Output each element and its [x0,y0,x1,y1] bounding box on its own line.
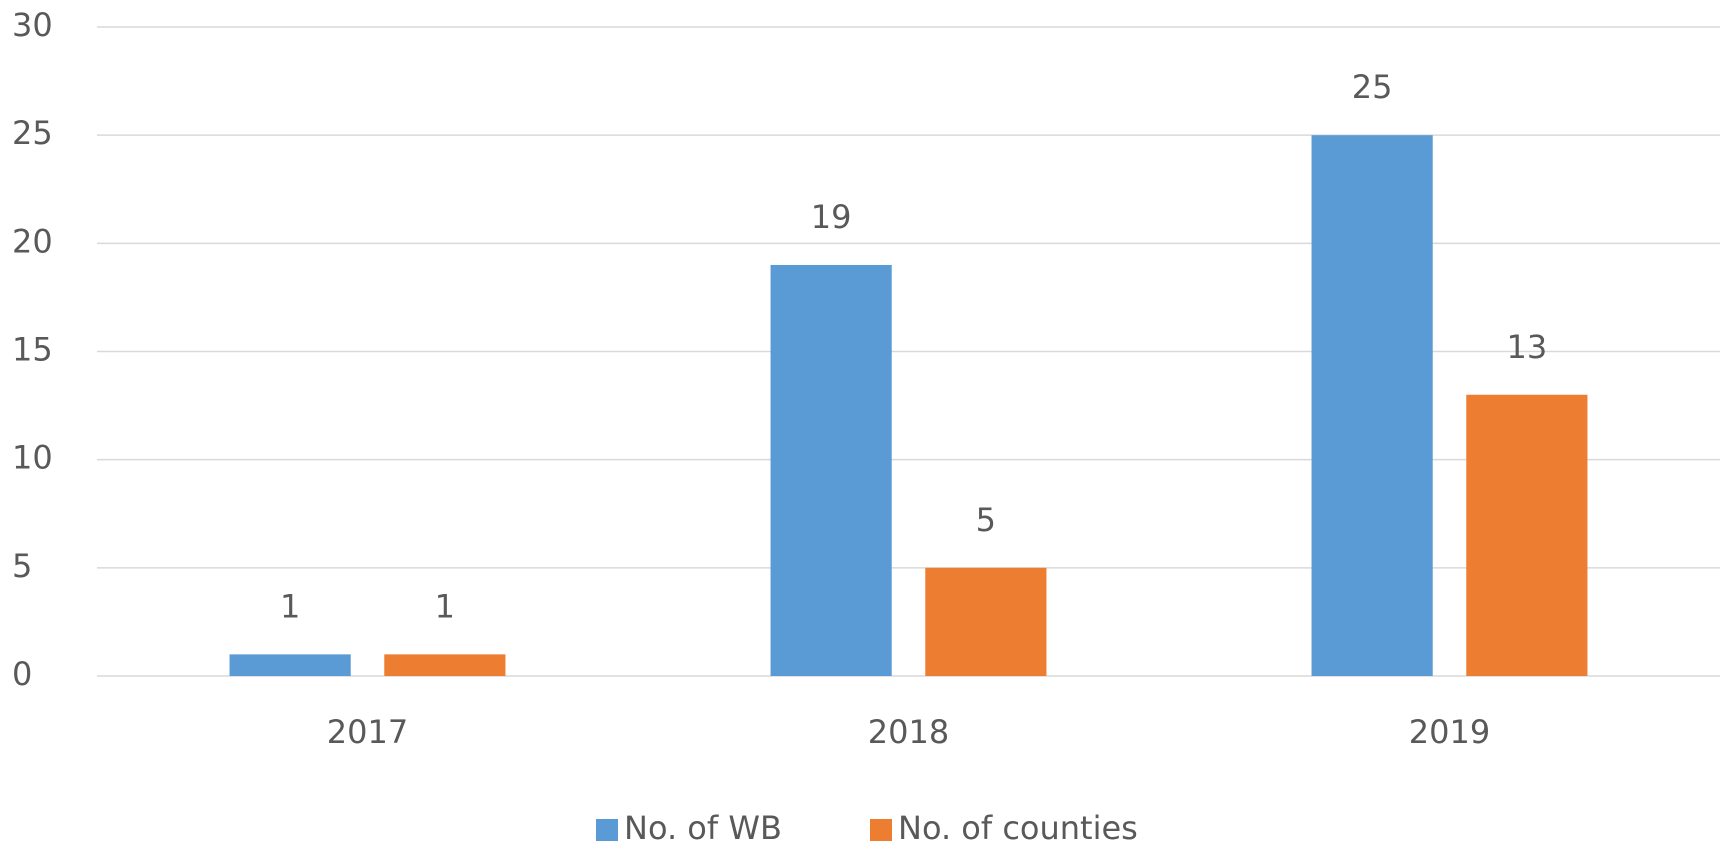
x-tick-label: 2019 [1409,713,1490,751]
data-label: 5 [976,501,996,539]
bar [770,264,892,676]
y-tick-label: 10 [12,439,53,477]
data-label: 13 [1507,328,1548,366]
data-label: 1 [280,587,300,625]
data-label: 25 [1352,68,1393,106]
y-tick-label: 20 [12,222,53,260]
bar [229,654,351,676]
y-tick-label: 15 [12,331,53,369]
x-tick-label: 2018 [868,713,949,751]
bar [925,567,1047,676]
bar [1311,135,1433,676]
legend-swatch [596,819,618,841]
data-label: 1 [435,587,455,625]
legend-label: No. of WB [624,809,782,847]
y-tick-label: 5 [12,547,32,585]
data-label: 19 [811,198,852,236]
x-tick-label: 2017 [327,713,408,751]
legend-label: No. of counties [898,809,1138,847]
legend-swatch [870,819,892,841]
y-tick-label: 0 [12,655,32,693]
y-tick-label: 30 [12,6,53,44]
bar [1466,394,1588,676]
bar [384,654,506,676]
y-tick-label: 25 [12,114,53,152]
